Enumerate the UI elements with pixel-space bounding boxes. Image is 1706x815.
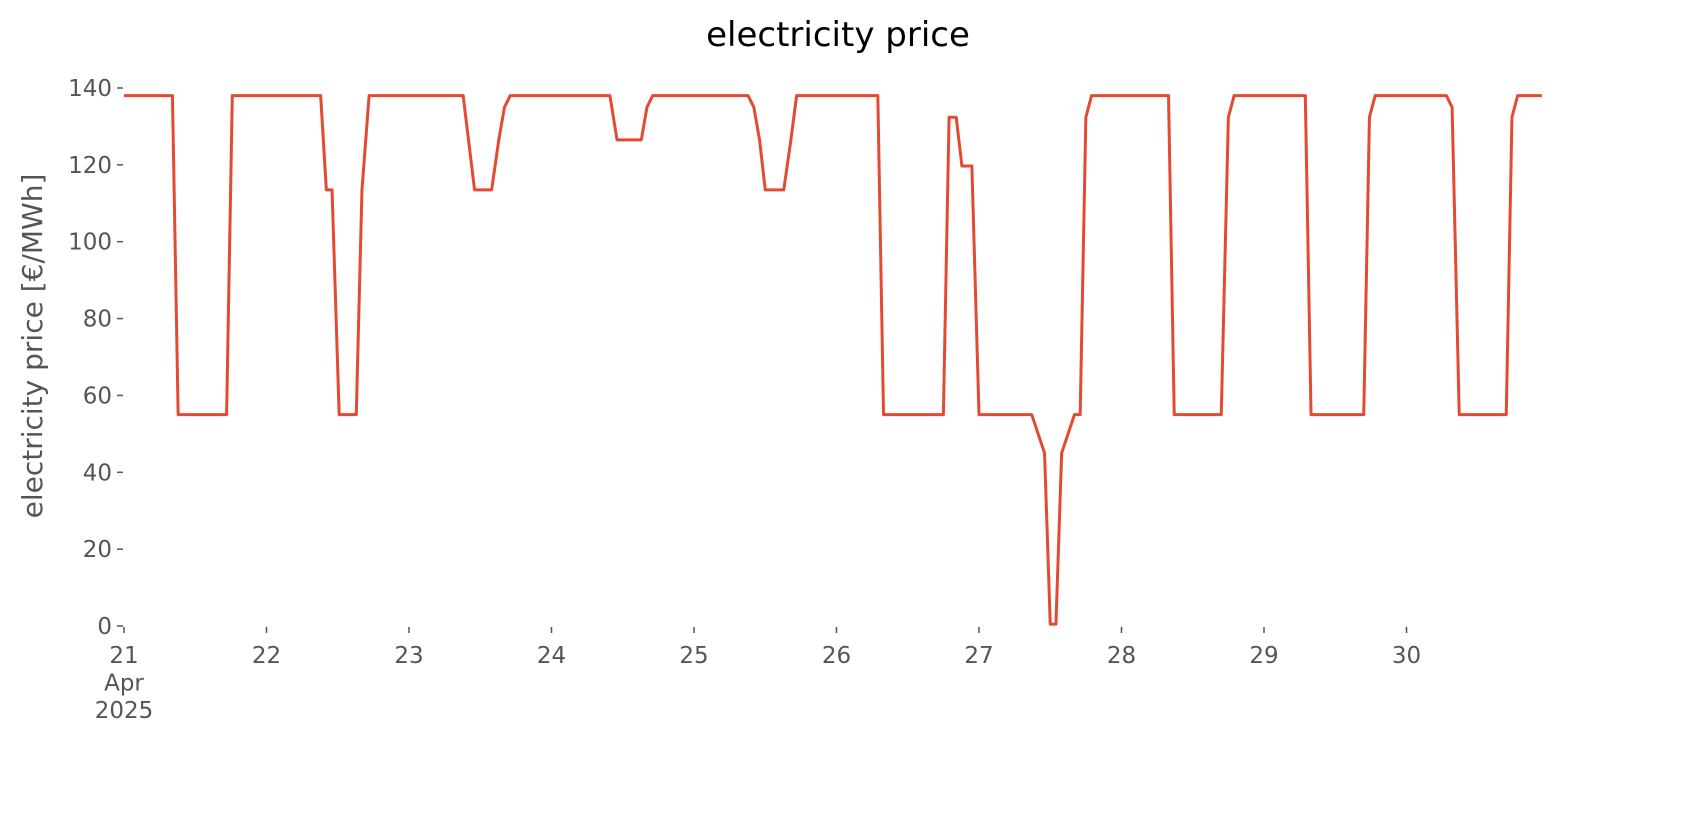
y-tick-label: 140 bbox=[68, 76, 112, 102]
chart-title: electricity price bbox=[706, 15, 970, 55]
x-tick-label: 30 bbox=[1392, 643, 1421, 669]
y-tick-label: 100 bbox=[68, 230, 112, 256]
y-tick-label: 40 bbox=[83, 460, 112, 486]
x-tick-label: 26 bbox=[822, 643, 851, 669]
y-axis-label: electricity price [€/MWh] bbox=[16, 174, 49, 519]
x-tick-label: 22 bbox=[252, 643, 281, 669]
x-tick-label: 21 Apr 2025 bbox=[95, 643, 154, 724]
x-tick-label: 27 bbox=[964, 643, 993, 669]
x-tick-label: 29 bbox=[1249, 643, 1278, 669]
y-tick-label: 20 bbox=[83, 537, 112, 563]
x-tick-label: 23 bbox=[394, 643, 423, 669]
x-tick-label: 25 bbox=[679, 643, 708, 669]
x-tick-label: 24 bbox=[537, 643, 566, 669]
y-tick-label: 80 bbox=[83, 307, 112, 333]
y-tick-label: 0 bbox=[97, 614, 112, 640]
y-tick-label: 120 bbox=[68, 153, 112, 179]
y-tick-label: 60 bbox=[83, 383, 112, 409]
line bbox=[124, 94, 1542, 626]
x-tick-label: 28 bbox=[1107, 643, 1136, 669]
